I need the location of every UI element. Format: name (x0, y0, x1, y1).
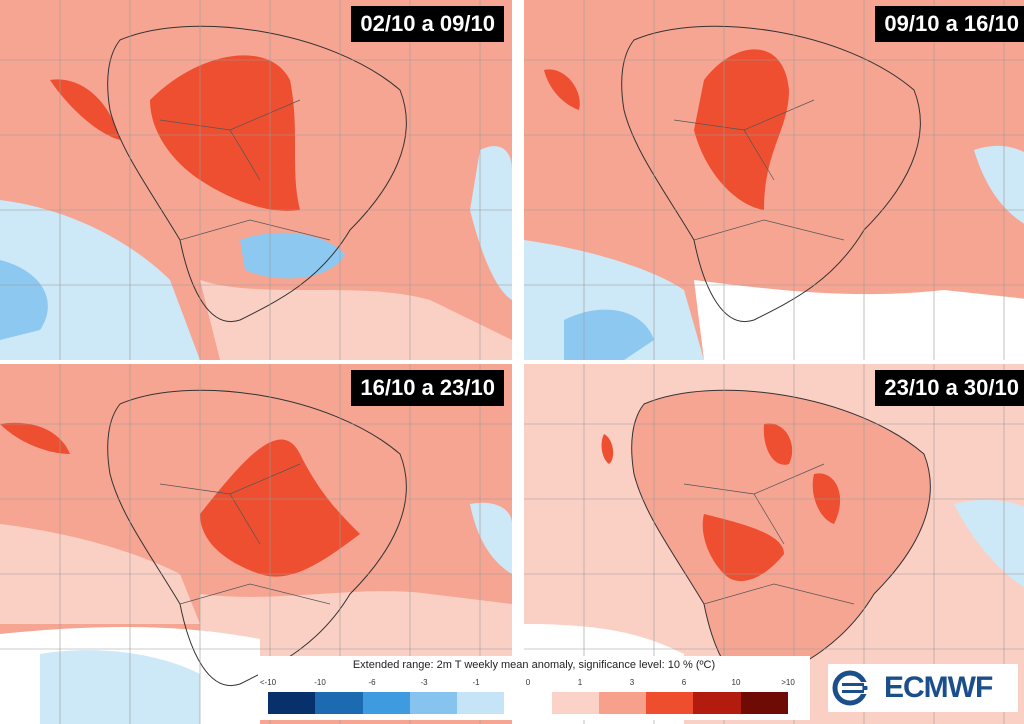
legend-swatch (598, 692, 647, 714)
legend-tick-label: 3 (629, 678, 635, 687)
legend-swatch (551, 692, 599, 714)
legend-swatch (504, 692, 552, 714)
legend-tick-label: 6 (681, 678, 687, 687)
legend-swatch (740, 692, 788, 714)
colorbar-legend: Extended range: 2m T weekly mean anomaly… (258, 656, 810, 720)
legend-tick-label: 1 (577, 678, 583, 687)
legend-ticks: <-10 -10 -6 -3 -1 0 1 3 6 10 >10 (260, 678, 795, 690)
ecmwf-logo-icon (832, 670, 878, 706)
legend-tick-label: -10 (314, 678, 326, 687)
legend-swatch (457, 692, 505, 714)
legend-tick-label: <-10 (259, 678, 277, 687)
panel-divider-vertical (521, 0, 524, 720)
period-label-1: 02/10 a 09/10 (351, 6, 504, 42)
legend-swatch (315, 692, 363, 714)
legend-tick-label: >10 (781, 678, 795, 687)
anomaly-map-1 (0, 0, 512, 360)
legend-tick-label: 10 (731, 678, 741, 687)
map-panel-2: 09/10 a 16/10 (524, 0, 1024, 360)
ecmwf-logo: ECMWF (828, 664, 1018, 712)
period-label-2: 09/10 a 16/10 (875, 6, 1024, 42)
anomaly-map-2 (524, 0, 1024, 360)
map-panel-1: 02/10 a 09/10 (0, 0, 512, 360)
period-label-4: 23/10 a 30/10 (875, 370, 1024, 406)
legend-tick-label: -3 (420, 678, 428, 687)
legend-tick-label: -1 (472, 678, 480, 687)
period-label-3: 16/10 a 23/10 (351, 370, 504, 406)
ecmwf-logo-text: ECMWF (884, 671, 993, 704)
legend-swatch (268, 692, 316, 714)
legend-tick-label: 0 (525, 678, 531, 687)
legend-swatch (693, 692, 741, 714)
legend-title: Extended range: 2m T weekly mean anomaly… (352, 659, 716, 671)
legend-swatch (362, 692, 410, 714)
legend-swatch (646, 692, 694, 714)
panel-divider-horizontal (0, 361, 1024, 364)
legend-colorbar (268, 692, 788, 714)
legend-tick-label: -6 (368, 678, 376, 687)
legend-swatch (409, 692, 458, 714)
